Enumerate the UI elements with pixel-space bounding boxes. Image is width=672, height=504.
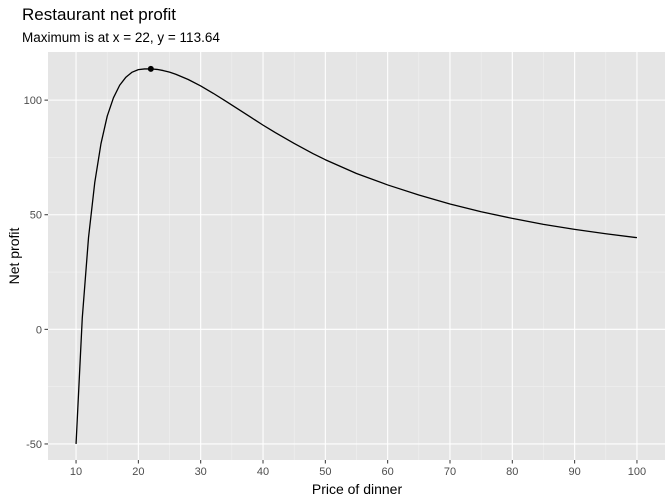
chart-subtitle: Maximum is at x = 22, y = 113.64 (22, 30, 220, 45)
x-tick-label: 10 (70, 466, 82, 478)
x-tick-label: 50 (319, 466, 331, 478)
x-tick-label: 100 (628, 466, 646, 478)
x-tick-label: 70 (444, 466, 456, 478)
y-tick-labels: -50 0 50 100 (24, 95, 42, 451)
y-tick-label: 0 (36, 324, 42, 336)
x-tick-labels: 10 20 30 40 50 60 70 80 90 100 (70, 466, 646, 478)
y-axis-title: Net profit (6, 227, 22, 284)
x-tick-label: 90 (569, 466, 581, 478)
profit-line (75, 68, 638, 444)
axis-ticks (44, 99, 638, 464)
x-tick-label: 20 (132, 466, 144, 478)
grid-major-lines (48, 52, 665, 460)
y-tick-label: 100 (24, 95, 42, 107)
max-point (147, 65, 154, 72)
x-tick-label: 40 (257, 466, 269, 478)
x-tick-label: 60 (382, 466, 394, 478)
series-layer (75, 68, 638, 444)
y-tick-label: 50 (30, 210, 42, 222)
x-axis-title: Price of dinner (312, 481, 403, 497)
x-tick-label: 80 (506, 466, 518, 478)
x-tick-label: 30 (195, 466, 207, 478)
y-tick-label: -50 (26, 439, 42, 451)
grid-minor-lines (48, 52, 665, 460)
points-layer (147, 65, 154, 72)
chart-title: Restaurant net profit (22, 5, 176, 24)
